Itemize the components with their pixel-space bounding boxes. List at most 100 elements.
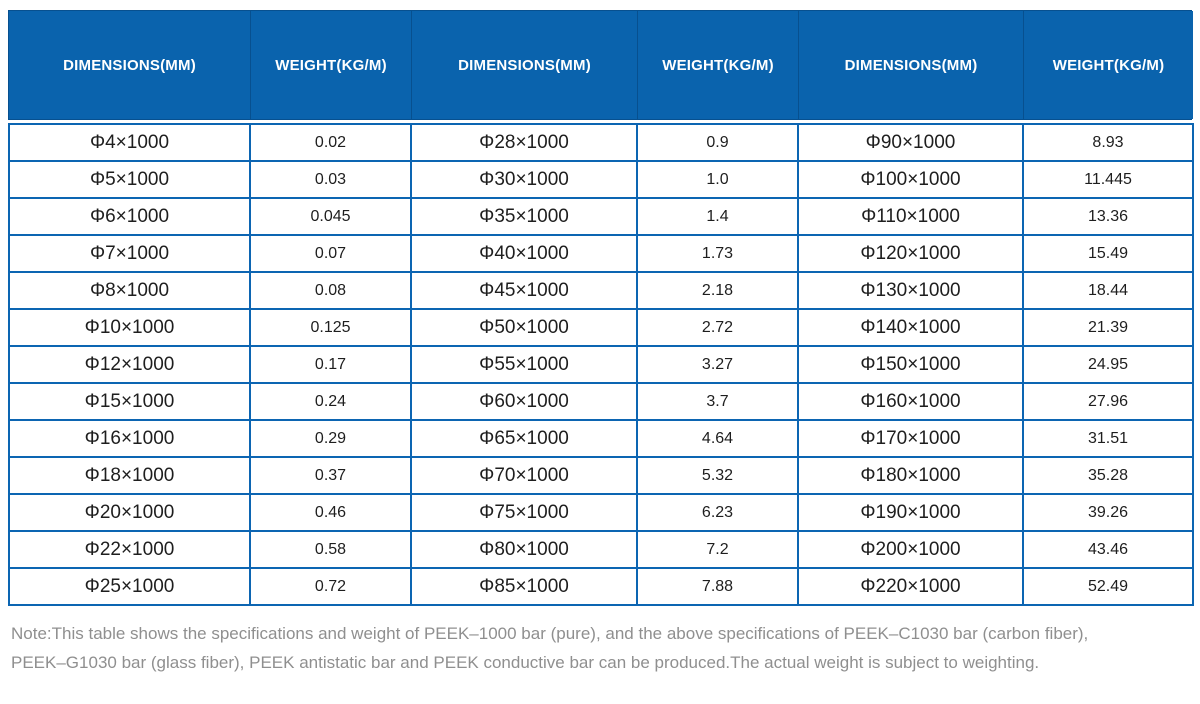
dimension-cell: Φ4×1000 (8, 123, 251, 162)
table-row: Φ16×1000 0.29 Φ65×1000 4.64 Φ170×1000 31.51 (8, 419, 1194, 458)
table-row: Φ7×1000 0.07 Φ40×1000 1.73 Φ120×1000 15.49 (8, 234, 1194, 273)
dimension-cell: Φ8×1000 (8, 271, 251, 310)
dimension-cell: Φ12×1000 (8, 345, 251, 384)
dimension-cell: Φ16×1000 (8, 419, 251, 458)
weight-cell: 7.88 (636, 567, 799, 606)
dimension-cell: Φ130×1000 (797, 271, 1024, 310)
table-row: Φ6×1000 0.045 Φ35×1000 1.4 Φ110×1000 13.36 (8, 197, 1194, 236)
dimension-cell: Φ25×1000 (8, 567, 251, 606)
dimension-cell: Φ75×1000 (410, 493, 638, 532)
weight-cell: 0.58 (249, 530, 412, 569)
weight-cell: 31.51 (1022, 419, 1194, 458)
table-row: Φ12×1000 0.17 Φ55×1000 3.27 Φ150×1000 24.95 (8, 345, 1194, 384)
dimension-cell: Φ140×1000 (797, 308, 1024, 347)
weight-cell: 0.9 (636, 123, 799, 162)
weight-cell: 39.26 (1022, 493, 1194, 532)
header-cell-weight: WEIGHT(KG/M) (250, 11, 411, 119)
dimension-cell: Φ110×1000 (797, 197, 1024, 236)
weight-cell: 0.07 (249, 234, 412, 273)
weight-cell: 13.36 (1022, 197, 1194, 236)
weight-cell: 2.18 (636, 271, 799, 310)
peek-bar-spec-table: DIMENSIONS(MM) WEIGHT(KG/M) DIMENSIONS(MM)… (8, 10, 1194, 606)
weight-cell: 0.03 (249, 160, 412, 199)
table-row: Φ5×1000 0.03 Φ30×1000 1.0 Φ100×1000 11.445 (8, 160, 1194, 199)
table-row: Φ25×1000 0.72 Φ85×1000 7.88 Φ220×1000 52.49 (8, 567, 1194, 606)
footnote: Note:This table shows the specifications… (8, 619, 1192, 677)
dimension-cell: Φ20×1000 (8, 493, 251, 532)
weight-cell: 0.02 (249, 123, 412, 162)
dimension-cell: Φ45×1000 (410, 271, 638, 310)
weight-cell: 2.72 (636, 308, 799, 347)
weight-cell: 8.93 (1022, 123, 1194, 162)
table-body: Φ4×1000 0.02 Φ28×1000 0.9 Φ90×1000 8.93 Φ5×100… (8, 123, 1194, 606)
weight-cell: 0.08 (249, 271, 412, 310)
table-row: Φ4×1000 0.02 Φ28×1000 0.9 Φ90×1000 8.93 (8, 123, 1194, 162)
table-row: Φ8×1000 0.08 Φ45×1000 2.18 Φ130×1000 18.44 (8, 271, 1194, 310)
weight-cell: 0.29 (249, 419, 412, 458)
weight-cell: 0.72 (249, 567, 412, 606)
table-row: Φ22×1000 0.58 Φ80×1000 7.2 Φ200×1000 43.46 (8, 530, 1194, 569)
dimension-cell: Φ50×1000 (410, 308, 638, 347)
weight-cell: 5.32 (636, 456, 799, 495)
dimension-cell: Φ70×1000 (410, 456, 638, 495)
dimension-cell: Φ35×1000 (410, 197, 638, 236)
dimension-cell: Φ90×1000 (797, 123, 1024, 162)
header-cell-dimensions: DIMENSIONS(MM) (9, 11, 250, 119)
weight-cell: 27.96 (1022, 382, 1194, 421)
dimension-cell: Φ170×1000 (797, 419, 1024, 458)
weight-cell: 0.37 (249, 456, 412, 495)
header-cell-dimensions: DIMENSIONS(MM) (798, 11, 1023, 119)
dimension-cell: Φ120×1000 (797, 234, 1024, 273)
dimension-cell: Φ80×1000 (410, 530, 638, 569)
table-row: Φ10×1000 0.125 Φ50×1000 2.72 Φ140×1000 21.39 (8, 308, 1194, 347)
weight-cell: 3.7 (636, 382, 799, 421)
table-row: Φ18×1000 0.37 Φ70×1000 5.32 Φ180×1000 35.28 (8, 456, 1194, 495)
footnote-line-2: PEEK–G1030 bar (glass fiber), PEEK antis… (11, 653, 1040, 672)
dimension-cell: Φ220×1000 (797, 567, 1024, 606)
weight-cell: 0.17 (249, 345, 412, 384)
weight-cell: 0.46 (249, 493, 412, 532)
table-row: Φ20×1000 0.46 Φ75×1000 6.23 Φ190×1000 39.26 (8, 493, 1194, 532)
weight-cell: 3.27 (636, 345, 799, 384)
dimension-cell: Φ150×1000 (797, 345, 1024, 384)
dimension-cell: Φ85×1000 (410, 567, 638, 606)
weight-cell: 43.46 (1022, 530, 1194, 569)
weight-cell: 11.445 (1022, 160, 1194, 199)
dimension-cell: Φ30×1000 (410, 160, 638, 199)
weight-cell: 18.44 (1022, 271, 1194, 310)
header-cell-dimensions: DIMENSIONS(MM) (411, 11, 637, 119)
weight-cell: 0.24 (249, 382, 412, 421)
weight-cell: 21.39 (1022, 308, 1194, 347)
dimension-cell: Φ65×1000 (410, 419, 638, 458)
dimension-cell: Φ28×1000 (410, 123, 638, 162)
dimension-cell: Φ55×1000 (410, 345, 638, 384)
footnote-line-1: Note:This table shows the specifications… (11, 624, 1089, 643)
dimension-cell: Φ180×1000 (797, 456, 1024, 495)
dimension-cell: Φ6×1000 (8, 197, 251, 236)
dimension-cell: Φ160×1000 (797, 382, 1024, 421)
weight-cell: 1.4 (636, 197, 799, 236)
table-row: Φ15×1000 0.24 Φ60×1000 3.7 Φ160×1000 27.96 (8, 382, 1194, 421)
weight-cell: 6.23 (636, 493, 799, 532)
dimension-cell: Φ190×1000 (797, 493, 1024, 532)
weight-cell: 7.2 (636, 530, 799, 569)
dimension-cell: Φ15×1000 (8, 382, 251, 421)
weight-cell: 24.95 (1022, 345, 1194, 384)
weight-cell: 1.73 (636, 234, 799, 273)
dimension-cell: Φ22×1000 (8, 530, 251, 569)
dimension-cell: Φ40×1000 (410, 234, 638, 273)
table-rows: Φ4×1000 0.02 Φ28×1000 0.9 Φ90×1000 8.93 Φ5×100… (8, 123, 1194, 606)
dimension-cell: Φ200×1000 (797, 530, 1024, 569)
dimension-cell: Φ100×1000 (797, 160, 1024, 199)
dimension-cell: Φ10×1000 (8, 308, 251, 347)
dimension-cell: Φ18×1000 (8, 456, 251, 495)
table-header-row: DIMENSIONS(MM) WEIGHT(KG/M) DIMENSIONS(MM)… (8, 10, 1193, 120)
weight-cell: 1.0 (636, 160, 799, 199)
dimension-cell: Φ60×1000 (410, 382, 638, 421)
weight-cell: 52.49 (1022, 567, 1194, 606)
header-cell-weight: WEIGHT(KG/M) (637, 11, 798, 119)
dimension-cell: Φ5×1000 (8, 160, 251, 199)
weight-cell: 15.49 (1022, 234, 1194, 273)
header-cell-weight: WEIGHT(KG/M) (1023, 11, 1193, 119)
